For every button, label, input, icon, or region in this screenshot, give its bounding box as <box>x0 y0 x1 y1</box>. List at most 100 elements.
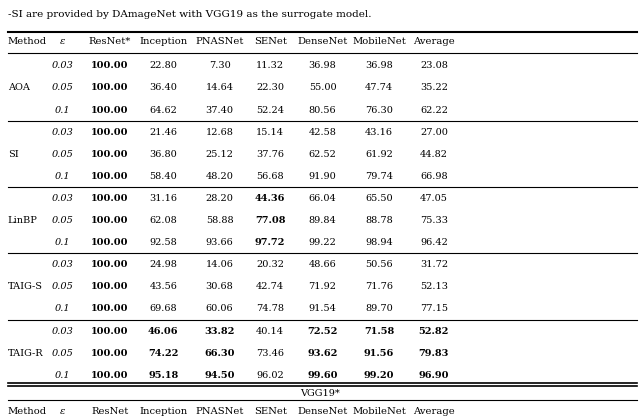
Text: 93.62: 93.62 <box>307 349 338 358</box>
Text: 52.24: 52.24 <box>256 106 284 115</box>
Text: 66.30: 66.30 <box>204 349 235 358</box>
Text: 93.66: 93.66 <box>205 238 234 247</box>
Text: 0.05: 0.05 <box>52 349 74 358</box>
Text: ε: ε <box>60 407 65 416</box>
Text: 100.00: 100.00 <box>92 304 129 314</box>
Text: 100.00: 100.00 <box>92 371 129 380</box>
Text: 100.00: 100.00 <box>92 194 129 203</box>
Text: 36.40: 36.40 <box>149 83 177 93</box>
Text: DenseNet: DenseNet <box>298 37 348 46</box>
Text: 61.92: 61.92 <box>365 150 393 159</box>
Text: 100.00: 100.00 <box>92 83 129 93</box>
Text: 50.56: 50.56 <box>365 260 393 269</box>
Text: Method: Method <box>8 407 47 416</box>
Text: 100.00: 100.00 <box>92 150 129 159</box>
Text: TAIG-R: TAIG-R <box>8 349 44 358</box>
Text: 43.16: 43.16 <box>365 128 393 137</box>
Text: 66.98: 66.98 <box>420 172 448 181</box>
Text: 100.00: 100.00 <box>92 61 129 70</box>
Text: 36.98: 36.98 <box>365 61 393 70</box>
Text: 11.32: 11.32 <box>256 61 284 70</box>
Text: 95.18: 95.18 <box>148 371 179 380</box>
Text: 62.22: 62.22 <box>420 106 448 115</box>
Text: 21.46: 21.46 <box>149 128 177 137</box>
Text: 42.74: 42.74 <box>256 282 284 291</box>
Text: 100.00: 100.00 <box>92 260 129 269</box>
Text: 48.20: 48.20 <box>205 172 234 181</box>
Text: Method: Method <box>8 37 47 46</box>
Text: SENet: SENet <box>253 407 287 416</box>
Text: AOA: AOA <box>8 83 29 93</box>
Text: 0.05: 0.05 <box>52 282 74 291</box>
Text: 65.50: 65.50 <box>365 194 393 203</box>
Text: 69.68: 69.68 <box>149 304 177 314</box>
Text: 28.20: 28.20 <box>205 194 234 203</box>
Text: 100.00: 100.00 <box>92 216 129 225</box>
Text: DenseNet: DenseNet <box>298 407 348 416</box>
Text: PNASNet: PNASNet <box>195 407 244 416</box>
Text: 43.56: 43.56 <box>149 282 177 291</box>
Text: 92.58: 92.58 <box>149 238 177 247</box>
Text: 96.42: 96.42 <box>420 238 448 247</box>
Text: 0.1: 0.1 <box>55 304 70 314</box>
Text: 0.03: 0.03 <box>52 128 74 137</box>
Text: 91.54: 91.54 <box>308 304 337 314</box>
Text: 31.72: 31.72 <box>420 260 448 269</box>
Text: 40.14: 40.14 <box>256 327 284 336</box>
Text: 7.30: 7.30 <box>209 61 230 70</box>
Text: 24.98: 24.98 <box>149 260 177 269</box>
Text: 0.1: 0.1 <box>55 371 70 380</box>
Text: 71.76: 71.76 <box>365 282 393 291</box>
Text: 76.30: 76.30 <box>365 106 393 115</box>
Text: 66.04: 66.04 <box>308 194 337 203</box>
Text: 30.68: 30.68 <box>205 282 234 291</box>
Text: 58.40: 58.40 <box>149 172 177 181</box>
Text: 0.05: 0.05 <box>52 216 74 225</box>
Text: 27.00: 27.00 <box>420 128 448 137</box>
Text: 73.46: 73.46 <box>256 349 284 358</box>
Text: 0.1: 0.1 <box>55 172 70 181</box>
Text: 22.30: 22.30 <box>256 83 284 93</box>
Text: 77.08: 77.08 <box>255 216 285 225</box>
Text: VGG19*: VGG19* <box>300 389 340 398</box>
Text: 100.00: 100.00 <box>92 349 129 358</box>
Text: 0.1: 0.1 <box>55 106 70 115</box>
Text: 98.94: 98.94 <box>365 238 393 247</box>
Text: 0.03: 0.03 <box>52 194 74 203</box>
Text: Average: Average <box>413 37 455 46</box>
Text: 99.22: 99.22 <box>308 238 337 247</box>
Text: 71.92: 71.92 <box>308 282 337 291</box>
Text: -SI are provided by DAmageNet with VGG19 as the surrogate model.: -SI are provided by DAmageNet with VGG19… <box>8 10 371 20</box>
Text: 55.00: 55.00 <box>308 83 337 93</box>
Text: 88.78: 88.78 <box>365 216 393 225</box>
Text: 47.74: 47.74 <box>365 83 393 93</box>
Text: 100.00: 100.00 <box>92 282 129 291</box>
Text: 58.88: 58.88 <box>205 216 234 225</box>
Text: 100.00: 100.00 <box>92 128 129 137</box>
Text: 44.82: 44.82 <box>420 150 448 159</box>
Text: 52.82: 52.82 <box>419 327 449 336</box>
Text: 56.68: 56.68 <box>256 172 284 181</box>
Text: LinBP: LinBP <box>8 216 38 225</box>
Text: 94.50: 94.50 <box>204 371 235 380</box>
Text: 100.00: 100.00 <box>92 172 129 181</box>
Text: 79.74: 79.74 <box>365 172 393 181</box>
Text: 96.02: 96.02 <box>256 371 284 380</box>
Text: 25.12: 25.12 <box>205 150 234 159</box>
Text: 42.58: 42.58 <box>308 128 337 137</box>
Text: 100.00: 100.00 <box>92 238 129 247</box>
Text: 96.90: 96.90 <box>419 371 449 380</box>
Text: 60.06: 60.06 <box>205 304 234 314</box>
Text: 74.78: 74.78 <box>256 304 284 314</box>
Text: 71.58: 71.58 <box>364 327 394 336</box>
Text: ε: ε <box>60 37 65 46</box>
Text: 62.52: 62.52 <box>308 150 337 159</box>
Text: 0.03: 0.03 <box>52 327 74 336</box>
Text: Inception: Inception <box>139 37 188 46</box>
Text: 77.15: 77.15 <box>420 304 448 314</box>
Text: 0.05: 0.05 <box>52 83 74 93</box>
Text: 22.80: 22.80 <box>149 61 177 70</box>
Text: TAIG-S: TAIG-S <box>8 282 43 291</box>
Text: 72.52: 72.52 <box>307 327 338 336</box>
Text: MobileNet: MobileNet <box>352 37 406 46</box>
